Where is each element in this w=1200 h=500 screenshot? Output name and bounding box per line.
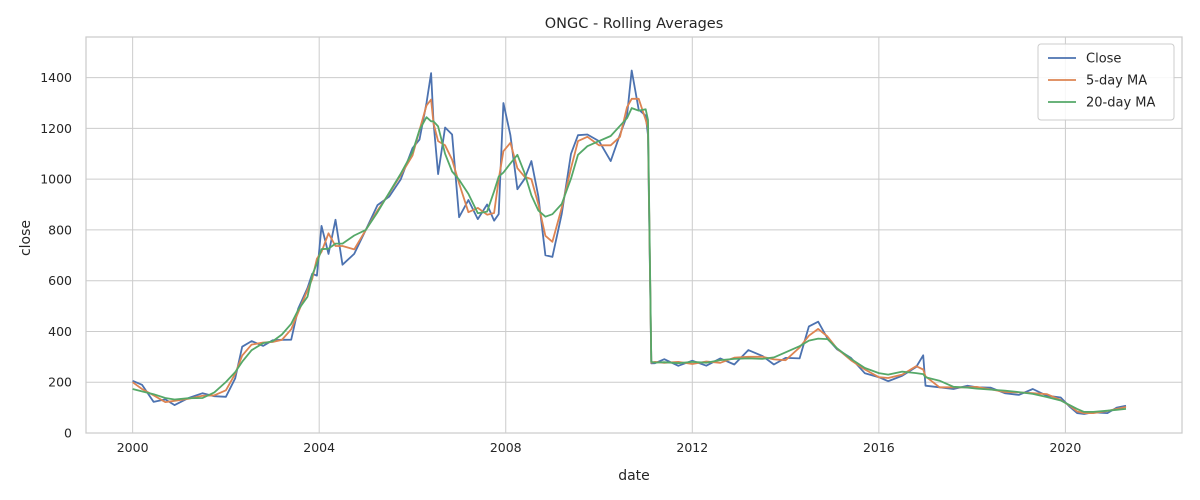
- grid-lines: [86, 37, 1182, 434]
- legend: Close 5-day MA 20-day MA: [1037, 43, 1175, 121]
- chart-title: ONGC - Rolling Averages: [545, 16, 724, 32]
- x-tick-label: 2008: [490, 440, 522, 455]
- y-tick-label: 400: [48, 324, 72, 339]
- y-tick-label: 200: [48, 375, 72, 390]
- legend-box: [1037, 43, 1175, 121]
- x-tick-labels: 2000 2004 2008 2012 2016 2020: [117, 440, 1082, 455]
- plot-frame: [85, 36, 1183, 434]
- x-tick-label: 2000: [117, 440, 149, 455]
- y-tick-label: 1200: [40, 121, 72, 136]
- y-tick-label: 600: [48, 273, 72, 288]
- x-axis-label: date: [618, 468, 650, 484]
- y-tick-label: 0: [64, 426, 72, 441]
- x-tick-label: 2016: [863, 440, 895, 455]
- x-tick-label: 2004: [303, 440, 335, 455]
- x-tick-label: 2012: [676, 440, 708, 455]
- x-tick-label: 2020: [1049, 440, 1081, 455]
- legend-label: Close: [1086, 52, 1121, 67]
- y-tick-label: 800: [48, 222, 72, 237]
- series-lines: [132, 69, 1127, 415]
- y-tick-label: 1400: [40, 70, 72, 85]
- y-tick-label: 1000: [40, 172, 72, 187]
- y-axis-label: close: [18, 220, 34, 256]
- legend-label: 5-day MA: [1086, 74, 1147, 89]
- series-line-20-day-ma: [132, 107, 1127, 413]
- series-line-close: [132, 69, 1127, 415]
- legend-label: 20-day MA: [1086, 96, 1155, 111]
- series-line-5-day-ma: [132, 97, 1127, 414]
- y-tick-labels: 0 200 400 600 800 1000 1200 1400: [40, 70, 72, 440]
